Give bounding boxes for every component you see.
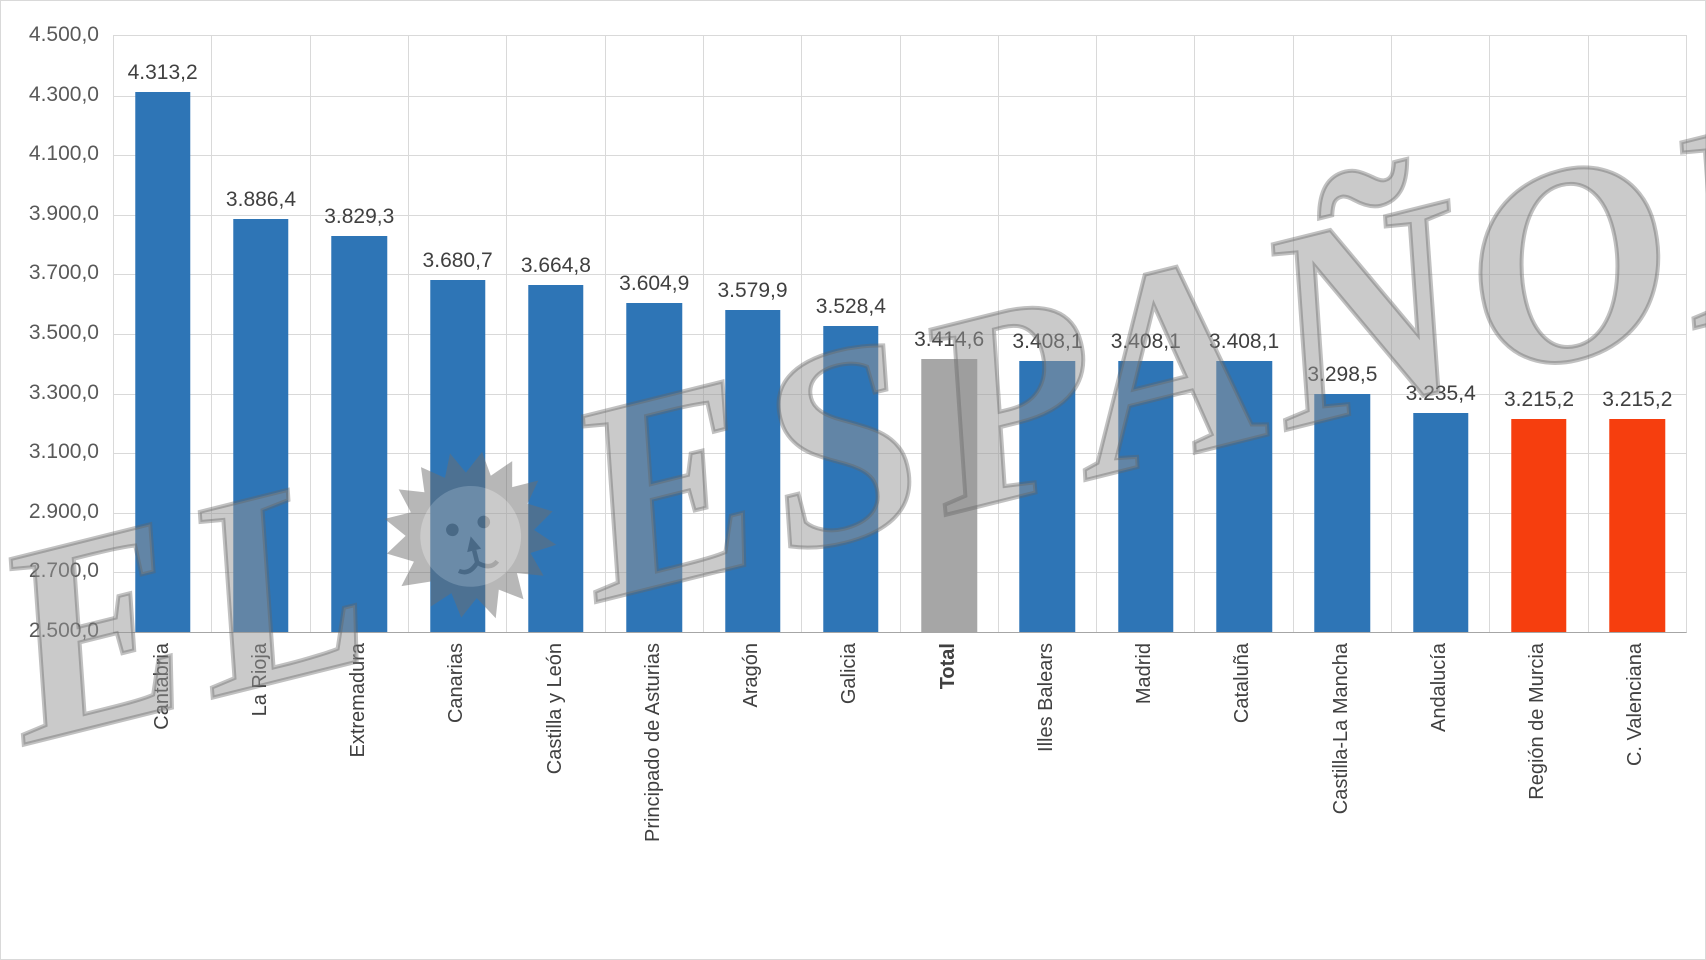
y-axis-labels: 4.500,0 4.300,0 4.100,0 3.900,0 3.700,0 3.500… [1,23,105,642]
x-tick-label: C. Valenciana [1624,643,1647,767]
bar-column: 3.298,5 [1294,36,1393,632]
x-tick-label: Canarias [445,643,468,724]
x-tick-cell: Illes Balears [997,643,1095,943]
data-label: 3.408,1 [1012,330,1083,353]
x-tick-cell: La Rioja [211,643,309,943]
x-tick-cell: Cantabria [113,643,211,943]
bar [1314,394,1371,632]
bar-column: 3.408,1 [1195,36,1294,632]
x-tick-cell: Madrid [1096,643,1194,943]
data-label: 3.298,5 [1307,363,1378,386]
x-tick-cell: Castilla y León [506,643,604,943]
y-tick-label: 4.300,0 [28,82,99,106]
bar-column: 3.414,6 [901,36,999,632]
x-tick-cell: Aragón [703,643,801,943]
y-tick-label: 3.700,0 [28,261,99,285]
bar [134,92,191,632]
y-tick-label: 3.500,0 [28,321,99,344]
bar [233,219,289,632]
bar [429,280,486,632]
bar [1609,419,1666,632]
x-tick-label: Illes Balears [1034,643,1057,752]
bar-column: 3.680,7 [409,36,508,632]
bar [1216,361,1272,632]
bar-column: 3.886,4 [212,36,311,632]
x-tick-label: Cantabria [150,643,173,730]
data-label: 3.528,4 [815,295,886,318]
bar [1118,361,1174,632]
bar-column: 3.215,2 [1589,36,1686,632]
bar-column: 3.408,1 [1097,36,1196,632]
x-tick-cell: Galicia [801,643,899,943]
bar-column: 3.829,3 [311,36,409,632]
bar [1511,419,1567,632]
x-tick-cell: Extremadura [310,643,408,943]
data-label: 3.215,2 [1503,388,1575,411]
x-axis-labels: Cantabria La Rioja Extremadura Canarias Cast… [113,643,1685,943]
bar-column: 3.215,2 [1490,36,1589,632]
x-tick-label: Aragón [740,643,763,708]
x-tick-label: Total [936,643,959,690]
x-tick-cell: Castilla-La Mancha [1292,643,1390,943]
x-tick-cell: Andalucía [1390,643,1488,943]
bar-column: 3.235,4 [1392,36,1491,632]
bar-column: 3.528,4 [802,36,901,632]
data-label: 3.604,9 [619,272,690,295]
bar [528,285,584,632]
y-tick-label: 3.900,0 [28,201,99,225]
bar [1412,413,1469,632]
data-label: 3.414,6 [914,328,985,351]
bar-column: 3.579,9 [704,36,803,632]
x-tick-cell: Total [899,643,997,943]
x-tick-label: Región de Murcia [1526,643,1549,800]
data-label: 3.680,7 [422,249,493,272]
data-label: 3.235,4 [1405,382,1476,405]
data-label: 3.215,2 [1602,388,1673,411]
bar [921,359,977,632]
x-tick-cell: Región de Murcia [1489,643,1587,943]
bar-column: 3.604,9 [606,36,704,632]
bar [724,310,781,632]
plot-area: 4.313,2 3.886,4 3.829,3 3.680,7 3.664,8 3.604… [113,35,1687,633]
y-tick-label: 4.100,0 [28,142,99,166]
data-label: 3.408,1 [1209,330,1280,353]
x-tick-label: Extremadura [347,643,370,758]
bar [331,236,388,632]
x-tick-cell: Canarias [408,643,506,943]
x-tick-label: Principado de Asturias [641,643,664,843]
bar-column: 3.408,1 [999,36,1098,632]
bar [1019,361,1076,632]
x-tick-cell: C. Valenciana [1587,643,1685,943]
x-tick-label: Galicia [838,643,861,705]
data-label: 3.886,4 [225,188,297,211]
data-label: 3.829,3 [324,205,395,228]
bar [626,303,682,632]
bar-column: 3.664,8 [507,36,606,632]
x-tick-cell: Cataluña [1194,643,1292,943]
y-tick-label: 2.500,0 [28,619,99,642]
y-tick-label: 3.100,0 [28,440,99,464]
bar [823,326,879,632]
bar-column: 4.313,2 [114,36,213,632]
data-label: 4.313,2 [127,61,198,84]
x-tick-label: Cataluña [1231,643,1254,724]
y-tick-label: 4.500,0 [28,23,99,46]
x-tick-label: Castilla y León [543,643,566,775]
data-label: 3.664,8 [520,254,591,277]
data-label: 3.579,9 [717,279,788,302]
x-tick-label: Andalucía [1427,643,1450,732]
x-tick-cell: Principado de Asturias [604,643,702,943]
x-tick-label: La Rioja [248,643,271,717]
y-tick-label: 2.900,0 [28,499,99,523]
bar-columns: 4.313,2 3.886,4 3.829,3 3.680,7 3.664,8 3.604… [114,36,1686,632]
data-label: 3.408,1 [1110,330,1181,353]
x-tick-label: Madrid [1133,643,1156,705]
y-tick-label: 3.300,0 [28,380,99,404]
x-tick-label: Castilla-La Mancha [1329,643,1352,815]
y-tick-label: 2.700,0 [28,559,99,583]
